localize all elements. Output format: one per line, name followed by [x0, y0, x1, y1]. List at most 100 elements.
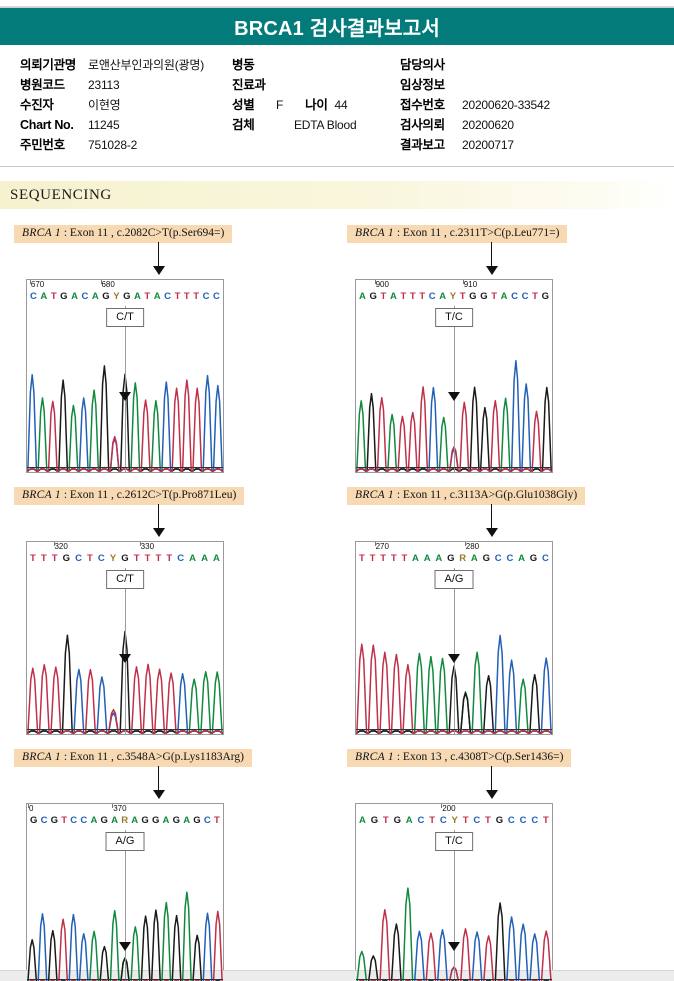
info-row-resident-no: 주민번호 751028-2 [20, 135, 245, 155]
gene-name: BRCA 1 [355, 227, 394, 239]
base-letter: C [75, 553, 82, 564]
base-letter: G [393, 815, 401, 826]
info-label: 결과보고 [400, 138, 445, 152]
info-value: EDTA Blood [294, 118, 357, 132]
base-letter: G [529, 553, 538, 564]
info-label: 병동 [232, 58, 255, 72]
info-label: 수진자 [20, 98, 54, 112]
variant-guideline [125, 306, 126, 472]
base-letter: T [459, 291, 466, 302]
info-label-sex: 성별 [232, 98, 255, 112]
info-value: 20200717 [462, 138, 514, 152]
page-bottom-edge [0, 970, 674, 981]
base-letter: G [100, 815, 108, 826]
info-label: 검사의뢰 [400, 118, 445, 132]
base-letter: T [144, 291, 151, 302]
chromatogram-row: BRCA 1 : Exon 11 , c.3548A>G(p.Lys1183Ar… [0, 747, 674, 981]
trace-baseline [27, 979, 223, 980]
base-letter: A [189, 553, 196, 564]
base-letter: G [123, 291, 131, 302]
gene-name: BRCA 1 [22, 751, 61, 763]
chromatogram-row: BRCA 1 : Exon 11 , c.2612C>T(p.Pro871Leu… [0, 485, 674, 735]
scale-tick-mark [139, 542, 141, 546]
patient-info-column-3: 담당의사 임상정보 접수번호 20200620-33542 검사의뢰 20200… [400, 55, 665, 155]
info-row-clinical-info: 임상정보 [400, 75, 665, 95]
info-value: 23113 [88, 78, 120, 92]
scale-tick-label: 370 [113, 804, 127, 813]
variant-label-4: BRCA 1 : Exon 11 , c.3113A>G(p.Glu1038Gl… [347, 487, 586, 505]
scale-tick-label: 910 [463, 280, 478, 289]
trace-baseline [356, 467, 552, 468]
base-letter: A [500, 291, 508, 302]
variant-descriptor: : Exon 13 , c.4308T>C(p.Ser1436=) [393, 751, 564, 763]
base-position-scale: 200 [356, 804, 552, 815]
chromatogram-panel-4: BRCA 1 : Exon 11 , c.3113A>G(p.Glu1038Gl… [337, 485, 674, 735]
chromatogram-trace-5: 0 370 G C G T C C A G A R A G G A G A G C T A/G [26, 803, 224, 981]
scale-tick-mark [374, 280, 376, 284]
info-value: 로앤산부인과의원(광명) [88, 58, 204, 72]
variant-guideline [454, 830, 455, 981]
info-value: 11245 [88, 118, 120, 132]
base-letter: C [40, 815, 48, 826]
info-row-doctor: 담당의사 [400, 55, 665, 75]
pointer-arrow-icon-1 [152, 242, 166, 276]
info-row-institution: 의뢰기관명 로앤산부인과의원(광명) [20, 55, 245, 75]
base-letter: A [518, 553, 525, 564]
base-letter: G [172, 815, 180, 826]
chromatogram-trace-2: 900 910 A G T A T T T C A Y T G G T A C C T G T/C [355, 279, 553, 473]
scale-tick-label: 0 [28, 804, 34, 813]
chromatogram-trace-6: 200 A G T G A C T C Y T C T G C C C T T/C [355, 803, 553, 981]
base-letter: A [71, 291, 78, 302]
base-letter: G [370, 815, 379, 826]
section-spacer [0, 167, 674, 181]
base-letter: T [409, 291, 416, 302]
base-letter: T [532, 291, 538, 302]
base-letter: G [469, 291, 477, 302]
base-letter: T [419, 291, 426, 302]
base-letter: A [134, 291, 141, 302]
variant-descriptor: : Exon 11 , c.2082C>T(p.Ser694=) [60, 227, 225, 239]
sequencing-section-banner: SEQUENCING [0, 181, 674, 209]
chromatogram-panel-5: BRCA 1 : Exon 11 , c.3548A>G(p.Lys1183Ar… [0, 747, 337, 981]
variant-label-2: BRCA 1 : Exon 11 , c.2311T>C(p.Leu771=) [347, 225, 568, 243]
base-letter: A [470, 553, 478, 564]
scale-tick-label: 680 [101, 280, 115, 289]
chromatogram-trace-1: 670 680 C A T G A C A G Y G A T A C T T T C C C/T [26, 279, 224, 473]
info-row-sex-age: 성별 F 나이 44 [232, 95, 402, 115]
base-letter: C [428, 291, 436, 302]
genotype-call-box-2: T/C [435, 308, 473, 327]
scale-tick-mark [374, 542, 376, 546]
genotype-call-box-3: C/T [106, 570, 144, 589]
base-letter: G [50, 815, 59, 826]
base-letter: C [70, 815, 78, 826]
gene-name: BRCA 1 [355, 751, 394, 763]
scale-tick-mark [463, 280, 465, 284]
info-value: 20200620-33542 [462, 98, 550, 112]
info-label: 의뢰기관명 [20, 58, 77, 72]
page-top-edge [0, 0, 674, 7]
variant-label-6: BRCA 1 : Exon 13 , c.4308T>C(p.Ser1436=) [347, 749, 572, 767]
base-letter: G [62, 553, 71, 564]
scale-tick-mark [441, 804, 443, 808]
base-letter: G [151, 815, 160, 826]
base-letter: A [439, 291, 447, 302]
scale-tick-label: 670 [30, 280, 45, 289]
base-letter: T [50, 291, 57, 302]
info-value-sex: F [276, 98, 284, 112]
base-letter: A [389, 291, 397, 302]
info-value: 20200620 [462, 118, 514, 132]
scale-tick-label: 280 [465, 542, 480, 551]
base-letter: G [369, 291, 377, 302]
info-row-ward: 병동 [232, 55, 402, 75]
base-position-scale: 320 330 [27, 542, 223, 553]
base-letter: A [201, 553, 208, 564]
base-letter: T [155, 553, 162, 564]
base-letter: A [405, 815, 413, 826]
base-letter: A [91, 291, 99, 302]
row-spacer [0, 473, 674, 485]
base-letter: T [213, 815, 220, 826]
